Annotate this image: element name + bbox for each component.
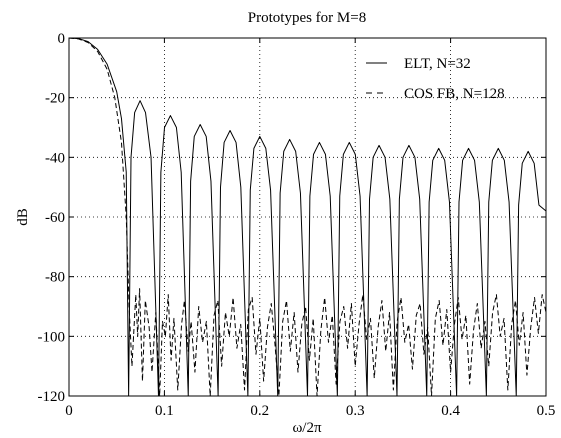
x-tick-label: 0.3 xyxy=(346,403,365,419)
legend-label-cos: COS FB, N=128 xyxy=(404,86,505,102)
plot-frame xyxy=(68,37,547,397)
y-axis-label: dB xyxy=(15,208,31,226)
y-tick-label: -20 xyxy=(45,91,65,107)
y-tick-label: 0 xyxy=(58,31,66,47)
x-tick-label: 0.4 xyxy=(441,403,460,419)
y-tick-label: -60 xyxy=(45,210,65,226)
series-group xyxy=(68,37,547,397)
y-tick-label: -100 xyxy=(38,329,66,345)
x-tick-label: 0.5 xyxy=(537,403,556,419)
x-tick-label: 0 xyxy=(65,403,73,419)
legend-label-elt: ELT, N=32 xyxy=(404,56,471,72)
chart-title: Prototypes for M=8 xyxy=(248,10,366,26)
y-tick-label: -40 xyxy=(45,150,65,166)
x-tick-label: 0.1 xyxy=(155,403,174,419)
y-tick-label: -120 xyxy=(38,389,66,405)
series-line-elt xyxy=(68,37,547,397)
tick-labels: 0 0.1 0.2 0.3 0.4 0.5 0 -20 -40 -60 -80 -100 -120 xyxy=(38,31,556,419)
x-axis-label: ω/2π xyxy=(292,420,322,436)
x-tick-label: 0.2 xyxy=(250,403,269,419)
series-line-cos-fb xyxy=(68,37,547,397)
legend: ELT, N=32 COS FB, N=128 xyxy=(366,56,505,102)
y-tick-label: -80 xyxy=(45,270,65,286)
